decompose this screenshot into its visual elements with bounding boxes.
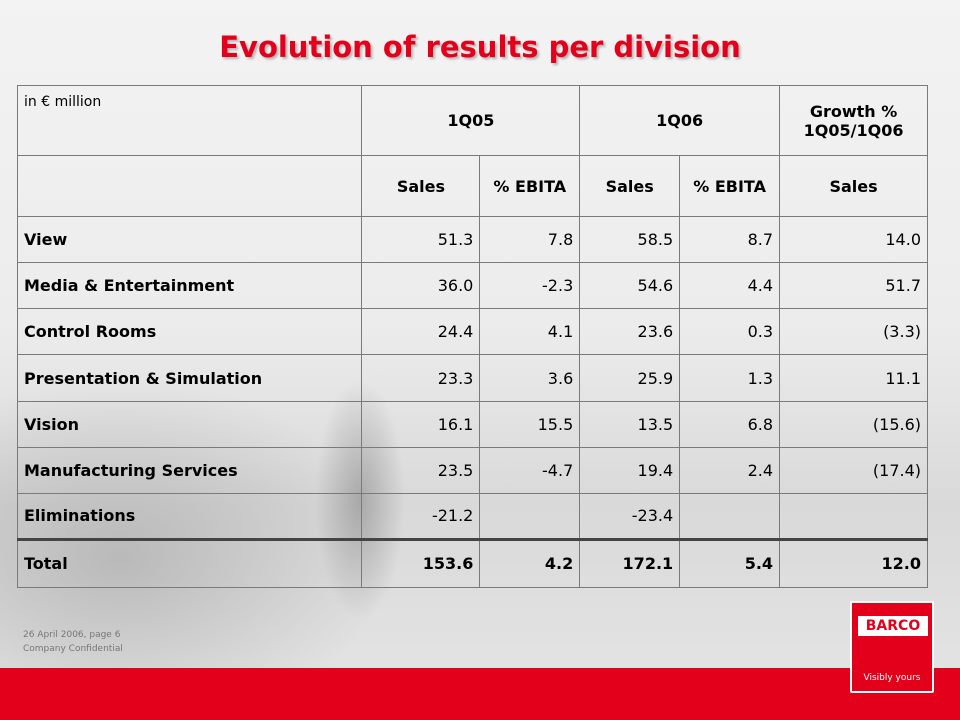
logo-wordmark: BARCO xyxy=(858,616,928,636)
table-header-row: in € million 1Q05 1Q06 Growth % 1Q05/1Q0… xyxy=(16,84,928,157)
cell-growth: 11.1 xyxy=(779,354,928,402)
cell-1q05-ebita: 4.1 xyxy=(479,308,581,356)
cell-1q06-ebita: 6.8 xyxy=(679,400,781,448)
cell-1q05-sales: 23.5 xyxy=(361,446,481,494)
unit-label: in € million xyxy=(16,84,363,157)
table-row: Vision 16.1 15.5 13.5 6.8 (15.6) xyxy=(16,400,928,448)
cell-1q06-sales: 58.5 xyxy=(579,216,681,264)
total-1q05-sales: 153.6 xyxy=(361,537,481,589)
cell-1q06-ebita: 4.4 xyxy=(679,262,781,310)
cell-growth: (15.6) xyxy=(779,400,928,448)
subheader-sales: Sales xyxy=(579,155,681,218)
cell-growth: 51.7 xyxy=(779,262,928,310)
cell-1q05-ebita: 3.6 xyxy=(479,354,581,402)
cell-1q06-sales: 19.4 xyxy=(579,446,681,494)
slide-footer: 26 April 2006, page 6 Company Confidenti… xyxy=(23,628,123,656)
cell-1q05-ebita xyxy=(479,492,581,540)
footer-date-page: 26 April 2006, page 6 xyxy=(23,630,121,640)
header-1q05: 1Q05 xyxy=(361,84,581,157)
row-label: Manufacturing Services xyxy=(16,446,363,494)
cell-1q06-ebita: 1.3 xyxy=(679,354,781,402)
cell-1q06-sales: 23.6 xyxy=(579,308,681,356)
cell-1q05-ebita: -2.3 xyxy=(479,262,581,310)
subheader-ebita: % EBITA xyxy=(679,155,781,218)
row-label: Media & Entertainment xyxy=(16,262,363,310)
table-row: View 51.3 7.8 58.5 8.7 14.0 xyxy=(16,216,928,264)
cell-1q06-sales: -23.4 xyxy=(579,492,681,540)
cell-1q05-ebita: 15.5 xyxy=(479,400,581,448)
subheader-empty xyxy=(16,155,363,218)
total-1q05-ebita: 4.2 xyxy=(479,537,581,589)
row-label: View xyxy=(16,216,363,264)
cell-growth: 14.0 xyxy=(779,216,928,264)
cell-1q06-ebita: 0.3 xyxy=(679,308,781,356)
table-row: Presentation & Simulation 23.3 3.6 25.9 … xyxy=(16,354,928,402)
cell-1q05-sales: 51.3 xyxy=(361,216,481,264)
row-label: Eliminations xyxy=(16,492,363,540)
cell-1q05-sales: 36.0 xyxy=(361,262,481,310)
row-label: Presentation & Simulation xyxy=(16,354,363,402)
cell-1q05-sales: 23.3 xyxy=(361,354,481,402)
total-label: Total xyxy=(16,537,363,589)
row-label: Vision xyxy=(16,400,363,448)
total-1q06-sales: 172.1 xyxy=(579,537,681,589)
cell-1q05-sales: 16.1 xyxy=(361,400,481,448)
cell-1q05-sales: 24.4 xyxy=(361,308,481,356)
bottom-accent-bar xyxy=(0,668,960,720)
header-growth: Growth % 1Q05/1Q06 xyxy=(779,84,928,157)
total-1q06-ebita: 5.4 xyxy=(679,537,781,589)
table-total-row: Total 153.6 4.2 172.1 5.4 12.0 xyxy=(16,537,928,589)
cell-growth: (3.3) xyxy=(779,308,928,356)
cell-1q05-ebita: -4.7 xyxy=(479,446,581,494)
cell-growth: (17.4) xyxy=(779,446,928,494)
barco-logo: BARCO Visibly yours xyxy=(850,601,934,693)
cell-1q06-ebita: 8.7 xyxy=(679,216,781,264)
table-row: Media & Entertainment 36.0 -2.3 54.6 4.4… xyxy=(16,262,928,310)
cell-growth xyxy=(779,492,928,540)
cell-1q06-sales: 13.5 xyxy=(579,400,681,448)
slide-title: Evolution of results per division xyxy=(219,30,741,64)
header-1q06: 1Q06 xyxy=(579,84,781,157)
cell-1q05-sales: -21.2 xyxy=(361,492,481,540)
logo-tagline: Visibly yours xyxy=(863,673,921,683)
table-row: Eliminations -21.2 -23.4 xyxy=(16,492,928,540)
subheader-sales: Sales xyxy=(779,155,928,218)
total-growth: 12.0 xyxy=(779,537,928,589)
results-table: in € million 1Q05 1Q06 Growth % 1Q05/1Q0… xyxy=(16,84,928,589)
cell-1q06-ebita: 2.4 xyxy=(679,446,781,494)
subheader-sales: Sales xyxy=(361,155,481,218)
table-row: Control Rooms 24.4 4.1 23.6 0.3 (3.3) xyxy=(16,308,928,356)
row-label: Control Rooms xyxy=(16,308,363,356)
cell-1q05-ebita: 7.8 xyxy=(479,216,581,264)
cell-1q06-sales: 54.6 xyxy=(579,262,681,310)
subheader-ebita: % EBITA xyxy=(479,155,581,218)
cell-1q06-sales: 25.9 xyxy=(579,354,681,402)
table-row: Manufacturing Services 23.5 -4.7 19.4 2.… xyxy=(16,446,928,494)
footer-confidential: Company Confidential xyxy=(23,644,123,654)
cell-1q06-ebita xyxy=(679,492,781,540)
table-subheader-row: Sales % EBITA Sales % EBITA Sales xyxy=(16,155,928,218)
